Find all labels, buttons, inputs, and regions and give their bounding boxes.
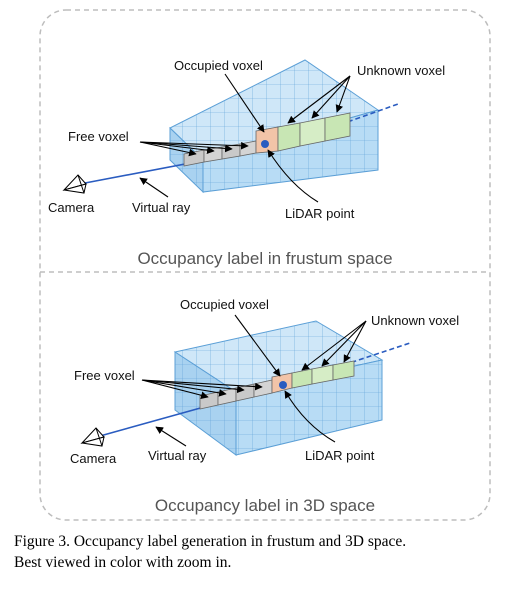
free-voxel [203,146,223,163]
panel-caption-3d: Occupancy label in 3D space [155,496,375,515]
label-camera: Camera [70,451,117,466]
arrow-free [139,141,233,153]
figure-frame [39,9,491,521]
arrow-free [141,379,227,397]
arrow-unknown [301,320,367,371]
figure-caption-line-2: Best viewed in color with zoom in. [14,554,232,571]
label-lidar-point: LiDAR point [285,206,355,221]
unknown-voxel [277,122,301,152]
arrow-free [141,379,209,399]
label-lidar-point: LiDAR point [305,448,375,463]
arrow-lidar [267,149,319,203]
label-occupied-voxel: Occupied voxel [180,297,269,312]
figure-caption: Figure 3. Occupancy label generation in … [14,531,524,573]
unknown-voxel [299,117,326,147]
arrow-ray [155,426,187,447]
occupied-voxel [255,126,279,154]
camera-icon [62,174,87,194]
free-voxel [221,143,241,160]
panel-caption-frustum: Occupancy label in frustum space [137,249,392,268]
arrow-occupied [234,314,281,377]
arrow-free [141,379,245,394]
label-camera: Camera [48,200,95,215]
label-virtual-ray: Virtual ray [148,448,207,463]
arrow-free [139,141,197,157]
figure-caption-line-1: Figure 3. Occupancy label generation in … [14,533,407,550]
arrow-lidar [284,390,336,443]
free-voxel [239,140,257,157]
lidar-point [279,381,287,389]
label-free-voxel: Free voxel [74,368,135,383]
label-free-voxel: Free voxel [68,129,129,144]
arrow-occupied [224,73,265,133]
arrow-unknown [321,320,367,367]
arrow-unknown [287,75,351,124]
arrow-unknown [335,75,351,113]
panel-frustum: Occupied voxel Unknown voxel Free voxel … [48,58,445,268]
panel-3d: Occupied voxel Unknown voxel Free voxel … [70,297,459,515]
label-occupied-voxel: Occupied voxel [174,58,263,73]
unknown-voxel [324,112,351,142]
lidar-point [261,140,269,148]
arrow-free [139,141,249,150]
arrow-free [139,141,215,154]
arrow-ray [139,177,169,198]
label-virtual-ray: Virtual ray [132,200,191,215]
arrow-unknown [311,75,351,119]
label-unknown-voxel: Unknown voxel [357,63,445,78]
arrow-free [141,379,263,391]
camera-icon [80,427,105,447]
label-unknown-voxel: Unknown voxel [371,313,459,328]
arrow-unknown [343,320,367,363]
